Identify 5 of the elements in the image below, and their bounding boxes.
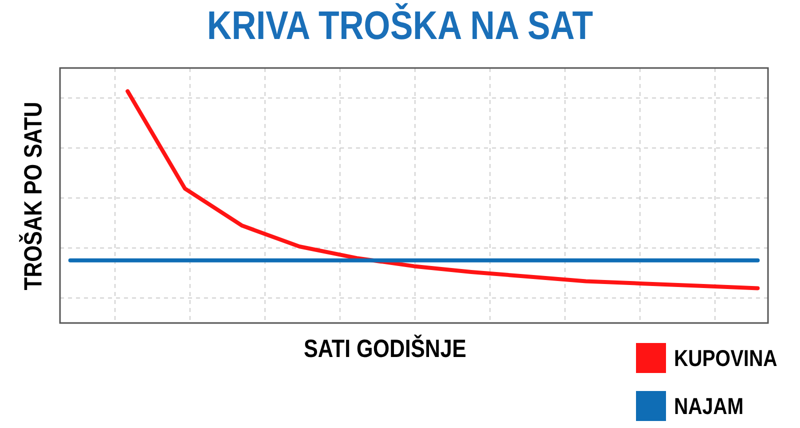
x-axis-title: SATI GODIŠNJE: [304, 335, 466, 363]
legend-label: KUPOVINA: [674, 344, 778, 372]
chart-title: KRIVA TROŠKA NA SAT: [206, 4, 594, 49]
legend-label: NAJAM: [674, 392, 744, 420]
y-axis-title: TROŠAK PO SATU: [20, 101, 48, 290]
